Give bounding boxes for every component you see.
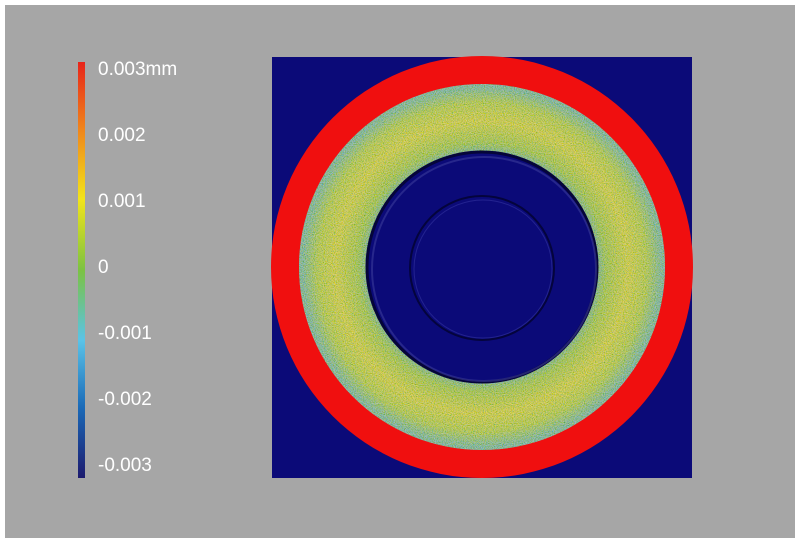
colorbar	[78, 62, 85, 478]
tick-label: -0.001	[98, 323, 152, 344]
tick-label: 0.003mm	[98, 59, 177, 80]
tick-label: 0	[98, 257, 109, 278]
tick-label: -0.003	[98, 455, 152, 476]
colorbar-ticks: 0.003mm 0.002 0.001 0 -0.001 -0.002 -0.003	[98, 59, 177, 476]
tick-label: -0.002	[98, 389, 152, 410]
inner-edge	[371, 156, 597, 382]
tick-label: 0.001	[98, 191, 146, 212]
inner-disk	[365, 150, 599, 384]
inner-groove	[409, 195, 555, 341]
inner-groove-highlight	[413, 199, 553, 339]
tick-label: 0.002	[98, 125, 146, 146]
